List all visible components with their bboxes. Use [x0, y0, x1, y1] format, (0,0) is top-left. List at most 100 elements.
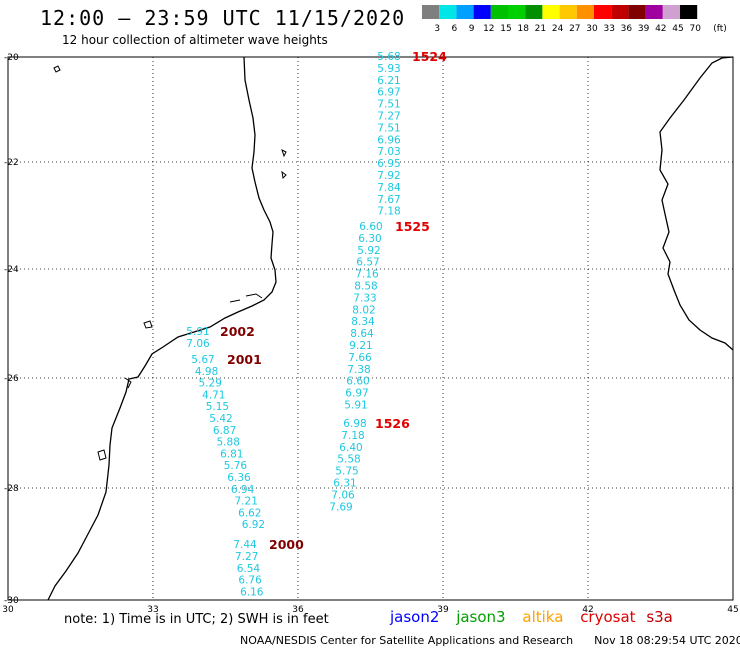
- wave-height-value: 7.92: [377, 170, 400, 182]
- y-tick-label: -24: [4, 265, 19, 275]
- wave-height-value: 7.27: [377, 111, 400, 123]
- wave-height-value: 7.16: [355, 269, 379, 281]
- legend-label: 3: [434, 24, 440, 34]
- wave-height-value: 5.92: [357, 245, 380, 257]
- madagascar-coastline: [659, 56, 734, 351]
- wave-height-value: 5.91: [344, 400, 367, 412]
- wave-height-value: 7.38: [347, 364, 370, 376]
- wave-height-value: 5.42: [209, 413, 232, 425]
- legend-label: 12: [483, 24, 494, 34]
- pass-label: 1524: [412, 49, 447, 64]
- legend-label: 6: [452, 24, 458, 34]
- footnote: note: 1) Time is in UTC; 2) SWH is in fe…: [64, 612, 329, 627]
- wave-height-value: 7.33: [353, 292, 376, 304]
- x-tick-label: 36: [292, 605, 304, 615]
- wave-height-value: 6.21: [377, 75, 400, 87]
- altimeter-tracks: 5.685.936.216.977.517.277.516.967.036.95…: [186, 49, 447, 599]
- wave-height-value: 8.34: [351, 316, 375, 328]
- wave-height-value: 6.87: [213, 425, 236, 437]
- wave-height-value: 7.18: [377, 206, 400, 218]
- legend-swatch: [490, 5, 508, 19]
- legend-swatch: [611, 5, 629, 19]
- wave-height-value: 6.60: [346, 376, 369, 388]
- wave-height-value: 6.96: [377, 134, 401, 146]
- y-tick-label: -22: [4, 158, 19, 168]
- satellite-s3a: s3a: [646, 608, 673, 626]
- legend-label: 9: [469, 24, 475, 34]
- africa-coastline: [47, 56, 277, 601]
- wave-height-value: 5.15: [206, 401, 229, 413]
- legend-label: 18: [517, 24, 529, 34]
- wave-height-value: 7.03: [377, 146, 400, 158]
- credit-line: NOAA/NESDIS Center for Satellite Applica…: [240, 634, 740, 647]
- legend-swatch: [645, 5, 663, 19]
- wave-height-value: 6.60: [359, 221, 382, 233]
- y-tick-label: -28: [4, 484, 19, 494]
- wave-height-value: 6.36: [227, 472, 251, 484]
- legend-swatch: [680, 5, 698, 19]
- legend-swatch: [628, 5, 646, 19]
- map-frame: [7, 56, 734, 601]
- legend-swatch: [576, 5, 594, 19]
- wave-height-value: 6.97: [377, 87, 400, 99]
- legend-swatch: [542, 5, 560, 19]
- wave-height-value: 5.29: [199, 378, 222, 390]
- wave-height-value: 6.57: [356, 257, 379, 269]
- satellite-altika: altika: [522, 608, 564, 626]
- coast-detail: [53, 65, 287, 461]
- legend-label: 24: [552, 24, 564, 34]
- wave-height-value: 5.91: [186, 326, 209, 338]
- legend-label: 70: [689, 24, 701, 34]
- wave-height-value: 7.51: [377, 122, 400, 134]
- wave-height-value: 6.40: [339, 442, 362, 454]
- legend-swatch: [422, 5, 440, 19]
- legend-label: 33: [603, 24, 614, 34]
- wave-height-value: 6.31: [333, 478, 356, 490]
- legend-swatch: [473, 5, 491, 19]
- wave-height-value: 6.81: [220, 448, 243, 460]
- x-tick-label: 33: [147, 605, 158, 615]
- legend-swatch: [456, 5, 474, 19]
- pass-label: 2002: [220, 324, 255, 339]
- legend-swatch: [439, 5, 457, 19]
- page-subtitle: 12 hour collection of altimeter wave hei…: [62, 33, 328, 47]
- satellite-cryosat: cryosat: [580, 608, 636, 626]
- legend-swatch: [594, 5, 612, 19]
- wave-height-value: 6.94: [231, 484, 255, 496]
- wave-height-value: 5.88: [217, 437, 240, 449]
- x-tick-label: 45: [727, 605, 738, 615]
- wave-height-value: 6.54: [237, 563, 261, 575]
- wave-height-value: 8.58: [354, 281, 377, 293]
- wave-height-value: 6.76: [238, 575, 262, 587]
- legend-label: 45: [672, 24, 683, 34]
- legend-label: 39: [638, 24, 650, 34]
- wave-height-value: 7.67: [377, 194, 400, 206]
- x-tick-label: 39: [437, 605, 449, 615]
- wave-height-value: 6.30: [358, 233, 381, 245]
- wave-height-value: 8.02: [352, 304, 375, 316]
- legend-swatch: [525, 5, 543, 19]
- color-legend: 3 6 9 12 15 18 21 24 27 30 33 36 39 42 45 70 (ft): [422, 5, 727, 34]
- map-grid: 30 33 36 39 42 45 -20 -22 -24 -26 -28 -30: [2, 53, 738, 615]
- wave-height-value: 6.95: [377, 158, 400, 170]
- wave-height-value: 5.75: [335, 466, 358, 478]
- pass-label: 1526: [375, 416, 410, 431]
- legend-label: 30: [586, 24, 598, 34]
- satellite-jason2: jason2: [390, 608, 440, 626]
- wave-height-value: 6.16: [240, 587, 264, 599]
- wave-height-value: 7.51: [377, 99, 400, 111]
- legend-label: 15: [500, 24, 511, 34]
- wave-height-value: 7.84: [377, 182, 401, 194]
- legend-label: 36: [621, 24, 633, 34]
- legend-label: 27: [569, 24, 580, 34]
- pass-label: 2001: [227, 352, 262, 367]
- y-tick-label: -20: [4, 53, 19, 63]
- wave-height-value: 5.58: [337, 454, 360, 466]
- wave-height-value: 5.76: [224, 460, 248, 472]
- y-tick-label: -30: [4, 596, 19, 606]
- wave-height-value: 5.93: [377, 63, 400, 75]
- wave-height-value: 7.06: [331, 489, 355, 501]
- pass-label: 1525: [395, 219, 430, 234]
- wave-height-value: 5.68: [377, 51, 400, 63]
